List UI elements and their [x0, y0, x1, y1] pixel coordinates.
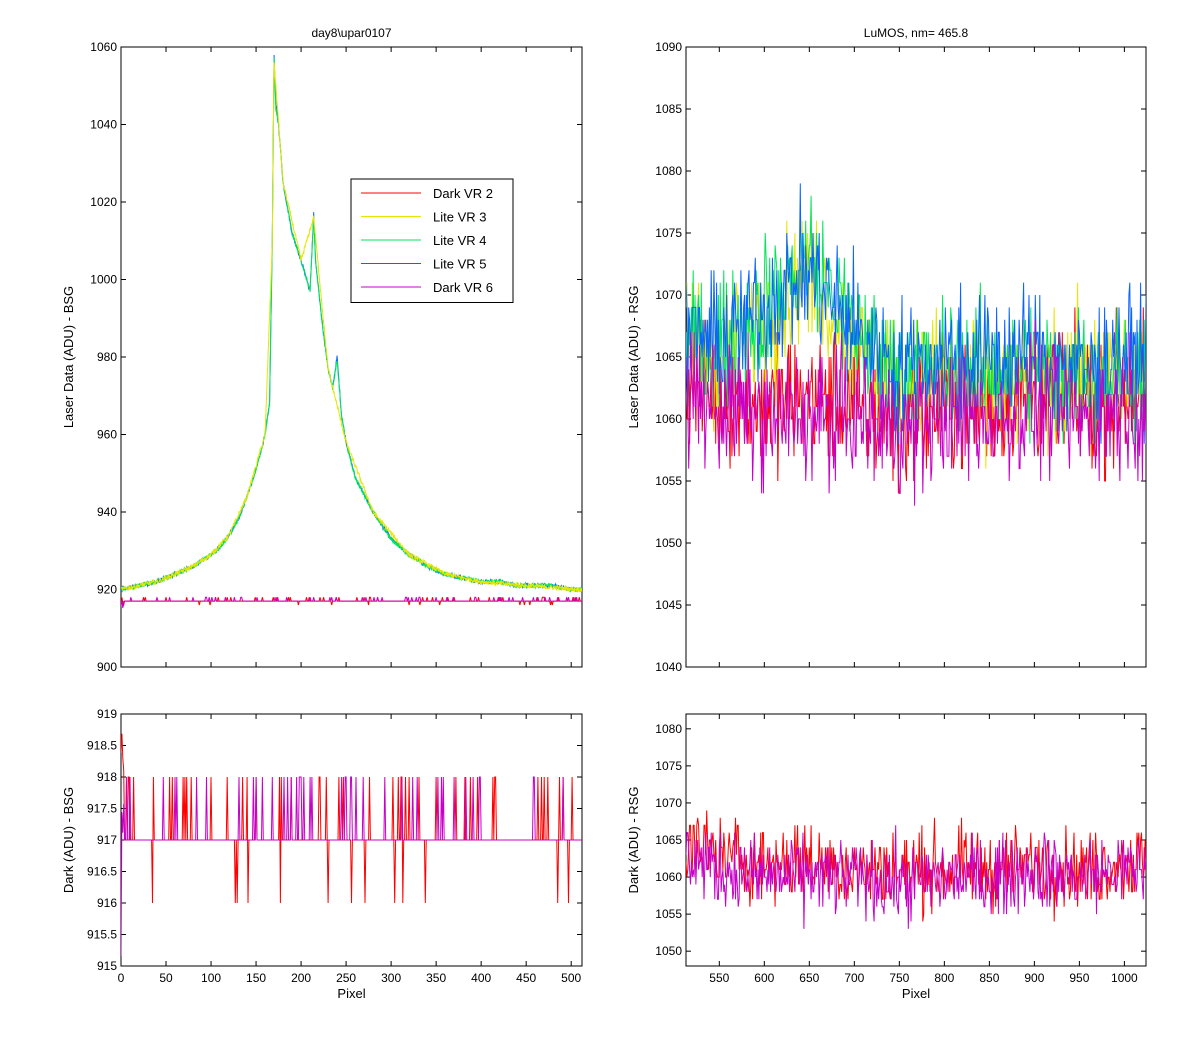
y-tick-label: 1060 [90, 40, 117, 54]
y-axis-label: Laser Data (ADU) - BSG [61, 286, 76, 428]
series-line-dark-vr-6 [121, 596, 582, 609]
y-tick-label: 1075 [655, 226, 682, 240]
x-tick-label: 350 [426, 971, 446, 985]
legend-entry: Dark VR 2 [433, 186, 493, 201]
series-line-dark-vr-6 [121, 776, 582, 956]
y-tick-label: 1070 [655, 288, 682, 302]
x-tick-label: 550 [709, 971, 729, 985]
y-axis-label: Dark (ADU) - RSG [626, 787, 641, 894]
x-tick-label: 200 [291, 971, 311, 985]
x-tick-label: 300 [381, 971, 401, 985]
y-tick-label: 915.5 [87, 928, 117, 942]
y-tick-label: 917 [97, 833, 117, 847]
y-tick-label: 1090 [655, 40, 682, 54]
x-tick-label: 600 [754, 971, 774, 985]
chart-bottom-right: 1050 1055 1060 1065 1070 1075 1080 550 600 650 700… [626, 713, 1147, 1001]
series-line-lite-vr-3 [121, 62, 582, 593]
x-tick-label: 400 [471, 971, 491, 985]
x-tick-label: 900 [1024, 971, 1044, 985]
x-tick-label: 650 [799, 971, 819, 985]
y-tick-label: 940 [97, 505, 117, 519]
y-tick-label: 917.5 [87, 802, 117, 816]
y-tick-label: 1055 [655, 474, 682, 488]
y-tick-label: 1050 [655, 944, 682, 958]
y-tick-label: 919 [97, 707, 117, 721]
y-tick-label: 1085 [655, 102, 682, 116]
y-tick-label: 1040 [90, 118, 117, 132]
y-tick-label: 1075 [655, 759, 682, 773]
y-tick-label: 1045 [655, 598, 682, 612]
x-axis-label: Pixel [337, 986, 365, 1001]
y-tick-label: 920 [97, 583, 117, 597]
series-line-lite-vr-4 [686, 195, 1146, 444]
x-tick-label: 450 [516, 971, 536, 985]
y-tick-label: 1080 [655, 722, 682, 736]
y-tick-label: 916 [97, 896, 117, 910]
legend: Dark VR 2 Lite VR 3 Lite VR 4 Lite VR 5 Dark… [350, 178, 514, 303]
plot-area [120, 46, 583, 668]
x-tick-label: 100 [201, 971, 221, 985]
series-line-dark-vr-6 [686, 319, 1146, 506]
x-tick-label: 250 [336, 971, 356, 985]
y-tick-label: 915 [97, 959, 117, 973]
x-tick-label: 50 [159, 971, 173, 985]
y-tick-label: 1055 [655, 907, 682, 921]
x-axis-label: Pixel [902, 986, 930, 1001]
x-tick-label: 0 [118, 971, 125, 985]
y-tick-label: 918.5 [87, 739, 117, 753]
y-tick-label: 1065 [655, 350, 682, 364]
y-tick-label: 1070 [655, 796, 682, 810]
chart-title: day8\upar0107 [311, 26, 391, 40]
y-tick-label: 960 [97, 428, 117, 442]
chart-top-left: 900 920 940 960 980 1000 1020 1040 1060 day8\upar… [61, 26, 583, 674]
y-tick-label: 916.5 [87, 865, 117, 879]
y-tick-label: 1060 [655, 870, 682, 884]
y-tick-label: 1065 [655, 833, 682, 847]
y-tick-label: 980 [97, 350, 117, 364]
chart-top-right: 1040 1045 1050 1055 1060 1065 1070 1075 1080 1085… [626, 26, 1147, 674]
legend-entry: Lite VR 3 [433, 210, 486, 225]
y-tick-label: 1080 [655, 164, 682, 178]
y-tick-label: 1000 [90, 273, 117, 287]
x-tick-label: 950 [1069, 971, 1089, 985]
legend-entry: Dark VR 6 [433, 280, 493, 295]
chart-bottom-left: 915 915.5 916 916.5 917 917.5 918 918.5 919 0 50 10… [61, 707, 583, 1001]
x-tick-label: 500 [561, 971, 581, 985]
x-tick-label: 750 [889, 971, 909, 985]
series-line-dark-vr-6 [686, 825, 1146, 929]
y-tick-label: 1020 [90, 195, 117, 209]
x-tick-label: 700 [844, 971, 864, 985]
legend-box [350, 178, 514, 303]
x-tick-label: 800 [934, 971, 954, 985]
y-tick-label: 1060 [655, 412, 682, 426]
y-axis-label: Dark (ADU) - BSG [61, 787, 76, 893]
x-tick-label: 850 [979, 971, 999, 985]
legend-entry: Lite VR 5 [433, 257, 486, 272]
y-tick-label: 918 [97, 770, 117, 784]
legend-entry: Lite VR 4 [433, 233, 486, 248]
y-axis-label: Laser Data (ADU) - RSG [626, 285, 641, 428]
chart-title: LuMOS, nm= 465.8 [864, 26, 969, 40]
y-tick-label: 1040 [655, 660, 682, 674]
x-tick-label: 1000 [1111, 971, 1138, 985]
y-tick-label: 1050 [655, 536, 682, 550]
y-tick-label: 900 [97, 660, 117, 674]
x-tick-label: 150 [246, 971, 266, 985]
